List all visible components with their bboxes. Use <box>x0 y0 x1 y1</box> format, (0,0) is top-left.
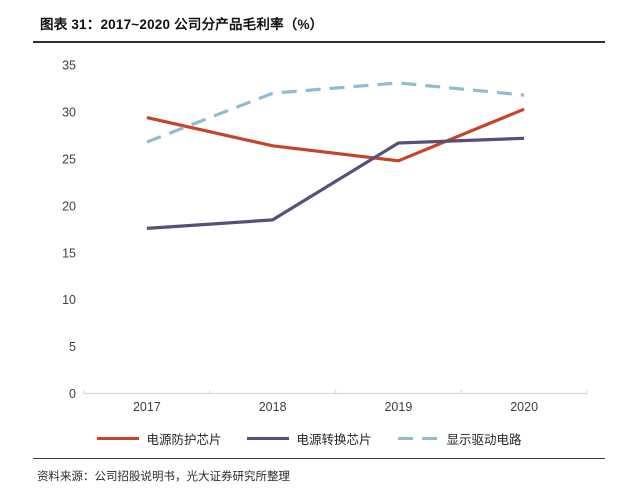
axis-labels: 0 5 10 15 20 25 30 35 2017 2018 2019 2020 <box>62 59 538 414</box>
y-tick-label: 0 <box>69 387 76 401</box>
x-tick-label: 2020 <box>510 400 538 414</box>
x-tick-label: 2018 <box>259 400 287 414</box>
y-tick-label: 15 <box>62 246 76 260</box>
line-chart: 0 5 10 15 20 25 30 35 2017 2018 2019 2020 <box>62 59 588 414</box>
chart-legend: 电源防护芯片 电源转换芯片 显示驱动电路 <box>0 429 619 448</box>
legend-item-power-conversion: 电源转换芯片 <box>247 429 372 448</box>
y-tick-label: 5 <box>69 340 76 354</box>
legend-line-swatch-solid-red <box>97 437 140 440</box>
series-line-0 <box>146 107 525 163</box>
title-divider <box>33 41 605 43</box>
chart-series <box>146 81 525 230</box>
series-line-1 <box>146 136 525 230</box>
axis-layer <box>83 390 588 395</box>
legend-label: 电源防护芯片 <box>146 433 222 447</box>
legend-item-power-protection: 电源防护芯片 <box>97 429 221 448</box>
y-tick-label: 25 <box>62 152 76 166</box>
y-tick-label: 10 <box>62 293 76 307</box>
source-note: 资料来源：公司招股说明书，光大证券研究所整理 <box>37 471 290 483</box>
y-tick-label: 35 <box>62 59 76 73</box>
legend-line-swatch-solid-purple <box>247 437 290 440</box>
figure-title: 图表 31：2017~2020 公司分产品毛利率（%） <box>40 17 324 32</box>
footer-divider <box>33 458 605 459</box>
legend-item-display-driver: 显示驱动电路 <box>397 429 522 448</box>
legend-line-swatch-dashed-blue <box>397 437 440 440</box>
y-tick-label: 30 <box>62 106 76 120</box>
y-tick-label: 20 <box>62 199 76 213</box>
series-line-2 <box>146 81 525 144</box>
legend-label: 电源转换芯片 <box>296 433 372 447</box>
x-tick-label: 2019 <box>384 400 412 414</box>
x-tick-label: 2017 <box>133 400 161 414</box>
legend-label: 显示驱动电路 <box>446 433 522 447</box>
